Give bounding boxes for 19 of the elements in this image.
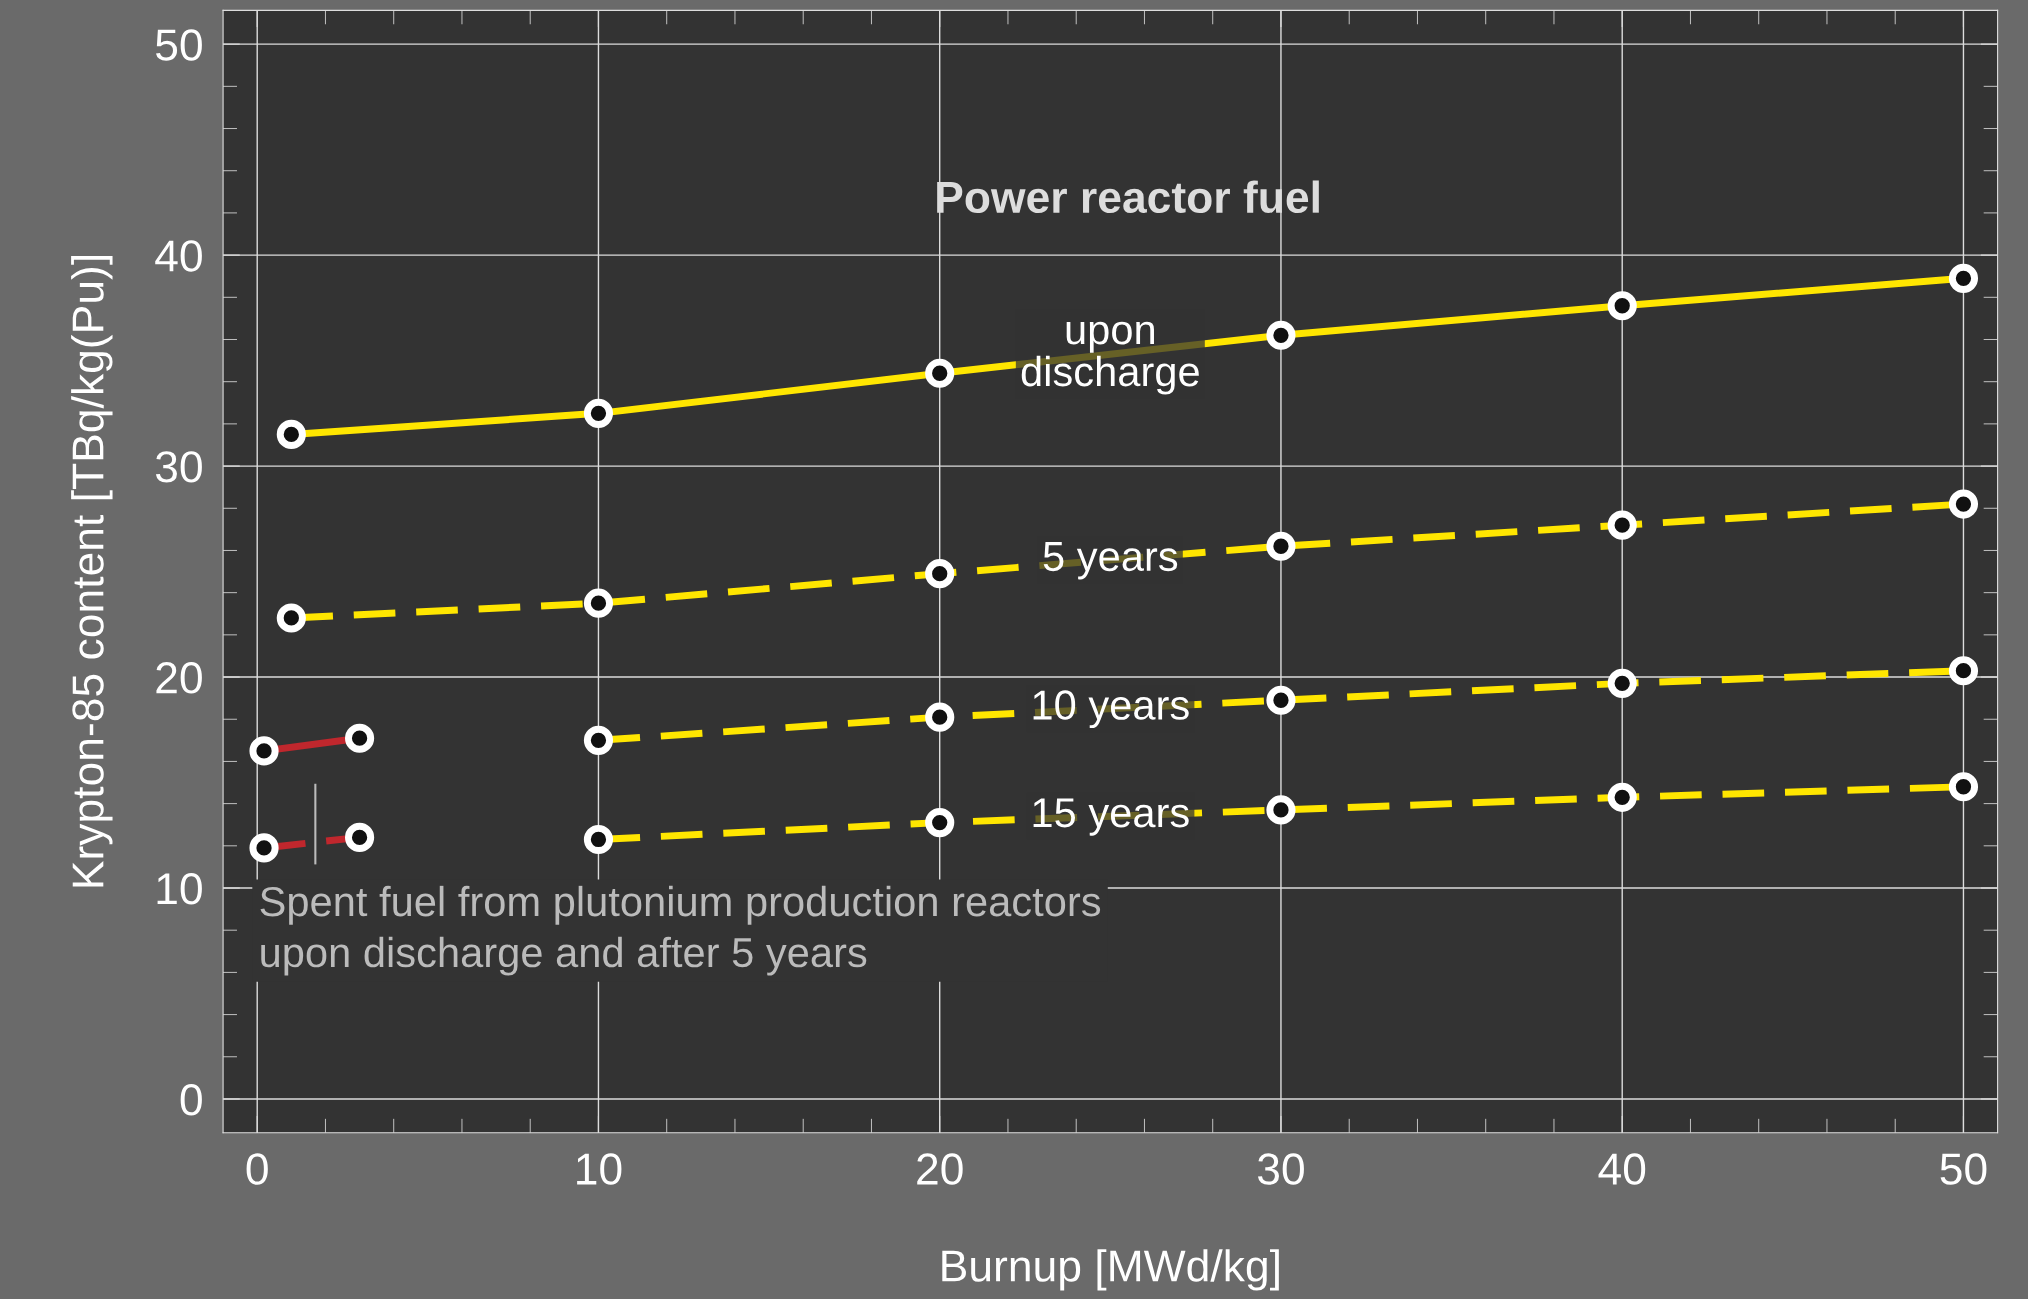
series-label: upon discharge [1021, 321, 1199, 395]
x-tick-label: 50 [1940, 1153, 1987, 1185]
series-label: 10 years [1033, 690, 1189, 729]
y-tick-label: 40 [155, 240, 202, 272]
y-tick-label: 30 [155, 451, 202, 483]
y-tick-label: 10 [157, 873, 202, 905]
x-tick-label: 40 [1598, 1153, 1646, 1185]
y-tick-label: 20 [156, 662, 202, 694]
annotation: Spent fuel from plutonium production reactors upon discharge and after 5 years [260, 885, 1101, 976]
x-axis-title: Burnup [MWd/kg] [942, 1249, 1279, 1291]
x-tick-label: 20 [917, 1153, 963, 1185]
y-axis-title: Krypton-85 content [TBq/kg(Pu)] [71, 256, 113, 887]
series-label: 5 years [1043, 542, 1178, 580]
y-tick-label: 50 [155, 29, 202, 61]
series-label: 15 years [1033, 798, 1189, 836]
x-tick-label: 10 [577, 1153, 622, 1185]
x-tick-label: 30 [1257, 1153, 1304, 1185]
y-tick-label: 0 [180, 1084, 202, 1116]
x-tick-label: 0 [246, 1153, 268, 1185]
